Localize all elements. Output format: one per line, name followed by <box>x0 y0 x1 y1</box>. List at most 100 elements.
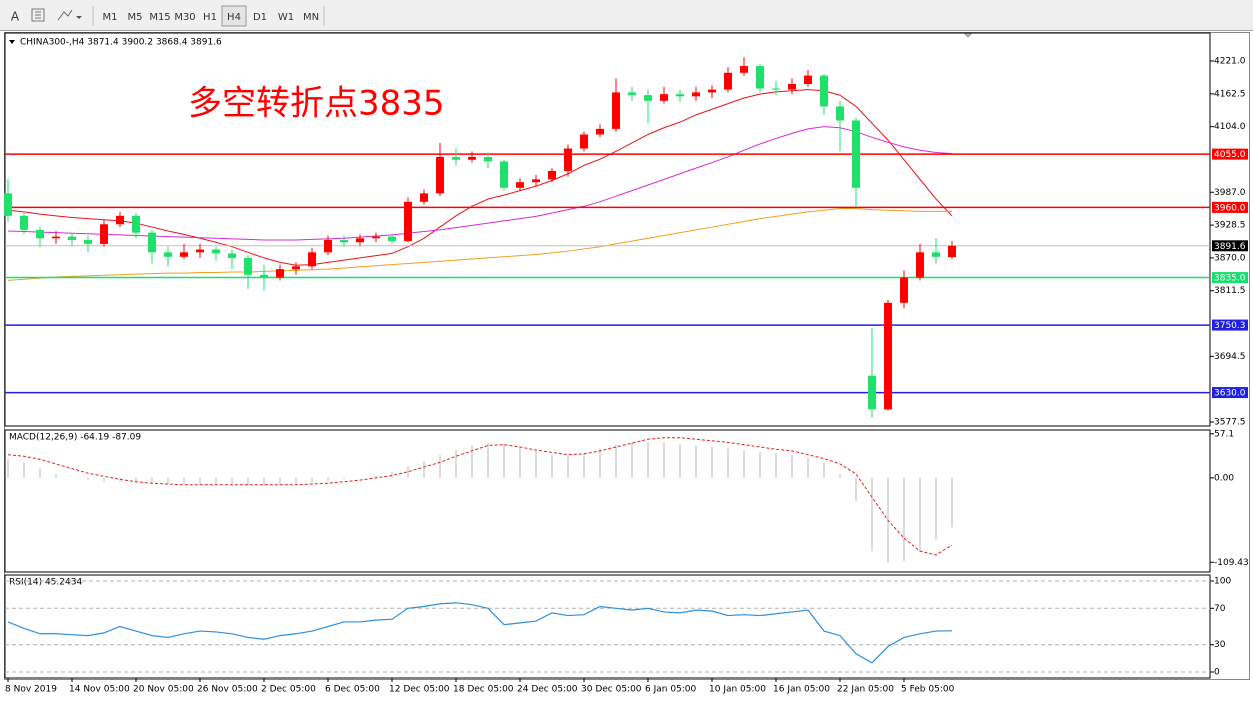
candle-body <box>660 94 668 101</box>
candle-body <box>388 236 396 242</box>
y-tick-label: 30 <box>1214 640 1226 650</box>
y-tick-label: 0.00 <box>1214 473 1234 483</box>
candle-body <box>820 75 828 107</box>
x-tick-label: 18 Dec 05:00 <box>453 685 514 695</box>
level-tag <box>1212 272 1248 284</box>
header-marker <box>9 40 15 44</box>
candle-body <box>628 92 636 96</box>
macd-label: MACD(12,26,9) -64.19 -87.09 <box>9 433 141 443</box>
toolbar-button[interactable]: M15 <box>149 12 170 23</box>
candle-body <box>132 215 140 233</box>
y-tick-label: 3577.5 <box>1214 418 1246 428</box>
candle-body <box>948 245 956 258</box>
x-tick-label: 6 Dec 05:00 <box>325 685 380 695</box>
y-tick-label: 3987.0 <box>1214 188 1246 198</box>
candle-body <box>260 274 268 278</box>
candle-body <box>372 236 380 239</box>
level-tag <box>1212 319 1248 331</box>
level-tag <box>1212 201 1248 213</box>
toolbar-button[interactable]: M30 <box>174 12 195 23</box>
candle-body <box>516 182 524 188</box>
text-tool-icon[interactable] <box>31 8 45 22</box>
candle-body <box>532 179 540 183</box>
candle-body <box>772 88 780 90</box>
candle-body <box>740 66 748 73</box>
candle-body <box>612 92 620 129</box>
candle-body <box>468 156 476 160</box>
candle-body <box>228 253 236 258</box>
x-tick-label: 14 Nov 05:00 <box>69 685 130 695</box>
toolbar-button[interactable]: M1 <box>103 12 118 23</box>
candle-body <box>500 161 508 188</box>
last-price-label: 3891.6 <box>1214 242 1246 252</box>
toolbar-button[interactable]: H1 <box>203 12 217 23</box>
candle-body <box>20 215 28 230</box>
candle-body <box>596 128 604 135</box>
candle-body <box>564 148 572 171</box>
candle-body <box>212 249 220 254</box>
x-tick-label: 30 Dec 05:00 <box>581 685 642 695</box>
x-tick-label: 10 Jan 05:00 <box>709 685 766 695</box>
x-tick-label: 20 Nov 05:00 <box>133 685 194 695</box>
candle-body <box>324 239 332 253</box>
candle-body <box>356 238 364 243</box>
moving-average <box>7 126 953 241</box>
moving-average <box>7 208 952 281</box>
level-tag <box>1212 148 1248 160</box>
x-tick-label: 5 Feb 05:00 <box>901 685 955 695</box>
candle-body <box>84 239 92 244</box>
x-tick-label: 22 Jan 05:00 <box>837 685 894 695</box>
candle-body <box>708 89 716 93</box>
candle-body <box>308 252 316 267</box>
candle-body <box>68 236 76 240</box>
arrow-tool-icon[interactable] <box>57 9 73 21</box>
toolbar-button[interactable]: D1 <box>253 12 267 23</box>
y-tick-label: 3811.5 <box>1214 286 1246 296</box>
candle-body <box>868 375 876 410</box>
candle-body <box>404 201 412 242</box>
candle-body <box>484 156 492 162</box>
toolbar-button[interactable]: A <box>11 10 20 24</box>
toolbar <box>0 0 1253 30</box>
toolbar-button[interactable]: MN <box>303 12 319 23</box>
candle-body <box>788 83 796 90</box>
x-tick-label: 12 Dec 05:00 <box>389 685 450 695</box>
y-tick-label: 57.1 <box>1214 429 1234 439</box>
level-tag <box>1212 387 1248 399</box>
candle-body <box>340 239 348 243</box>
chart-frame <box>4 32 1250 680</box>
candle-body <box>4 193 12 216</box>
y-tick-label: 3870.0 <box>1214 253 1246 263</box>
y-tick-label: 3928.5 <box>1214 221 1246 231</box>
y-tick-label: -109.43 <box>1214 558 1249 568</box>
candle-body <box>436 156 444 194</box>
toolbar-button[interactable]: W1 <box>278 12 294 23</box>
chart-header: CHINA300-,H4 3871.4 3900.2 3868.4 3891.6 <box>20 38 222 48</box>
moving-average <box>7 89 953 266</box>
candle-body <box>292 266 300 270</box>
toolbar-button[interactable]: H4 <box>227 12 241 23</box>
candle-body <box>100 224 108 244</box>
candle-body <box>580 134 588 149</box>
x-tick-label: 8 Nov 2019 <box>5 685 57 695</box>
y-tick-label: 3694.5 <box>1214 352 1246 362</box>
candle-body <box>420 193 428 202</box>
dropdown-icon <box>76 16 82 19</box>
candle-body <box>836 106 844 121</box>
panel-frame <box>4 32 1211 427</box>
toolbar-button[interactable]: M5 <box>128 12 143 23</box>
candle-body <box>900 277 908 303</box>
y-tick-label: 4104.0 <box>1214 122 1246 132</box>
candle-body <box>692 92 700 97</box>
x-tick-label: 6 Jan 05:00 <box>645 685 697 695</box>
rsi-label: RSI(14) 45.2434 <box>9 578 82 588</box>
candle-body <box>116 215 124 225</box>
y-tick-label: 100 <box>1214 577 1231 587</box>
candle-body <box>644 95 652 101</box>
text-tool-lines <box>35 11 41 19</box>
x-tick-label: 24 Dec 05:00 <box>517 685 578 695</box>
candle-body <box>756 66 764 89</box>
shift-marker <box>963 33 973 38</box>
last-price-tag <box>1212 240 1248 252</box>
